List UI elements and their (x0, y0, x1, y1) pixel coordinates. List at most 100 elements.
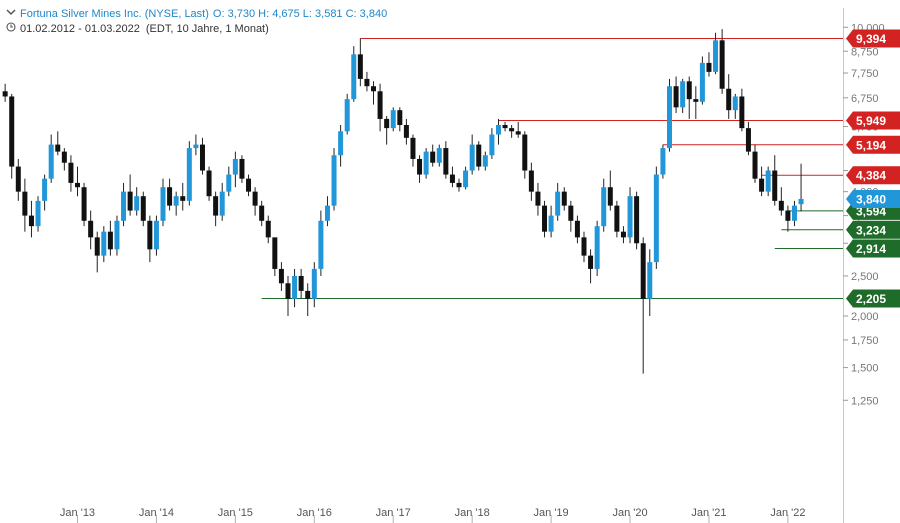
candle-body (351, 54, 357, 100)
candle (614, 200, 620, 238)
candle-body (75, 182, 80, 188)
level-tag: 5,194 (846, 135, 900, 154)
candle (199, 137, 205, 175)
candle-body (94, 237, 100, 256)
candle (121, 182, 127, 227)
candle (390, 107, 396, 132)
candle-body (219, 191, 225, 216)
candle-body (259, 205, 265, 221)
candle (147, 215, 153, 263)
chevron-down-icon[interactable] (6, 7, 16, 20)
candle-body (88, 220, 94, 238)
candle (55, 131, 61, 156)
candle (272, 237, 278, 276)
y-tick-label: 2,000 (851, 311, 879, 323)
candle-body (463, 170, 469, 188)
candle-body (417, 158, 423, 175)
candle (403, 118, 409, 145)
candle-body (785, 210, 791, 221)
candle-body (101, 231, 107, 256)
candle-body (298, 275, 304, 291)
candle-body (338, 131, 344, 156)
level-tag-shape (846, 289, 900, 308)
candle-body (423, 151, 429, 175)
candle (640, 237, 646, 374)
candle-body (285, 283, 291, 299)
candle (134, 187, 140, 216)
candle (410, 134, 416, 167)
y-tick-label: 6,750 (851, 93, 879, 105)
candle-body (134, 196, 140, 211)
candle (574, 215, 580, 244)
candle-body (456, 182, 462, 188)
candle (476, 141, 482, 171)
candle (173, 191, 179, 216)
candle-body (640, 243, 646, 299)
candle (206, 166, 212, 201)
x-tick-label: Jan '19 (534, 507, 569, 519)
level-tag-text: 2,914 (856, 242, 886, 256)
candle (384, 115, 390, 145)
candle (607, 170, 613, 211)
candle-body (403, 125, 409, 138)
candle-body (449, 174, 455, 183)
candle-body (206, 170, 212, 197)
candle (324, 196, 330, 227)
candle-body (673, 86, 679, 108)
candle (581, 231, 587, 263)
candle-body (35, 200, 41, 227)
candle (489, 128, 495, 159)
candle (482, 151, 488, 171)
candle-body (601, 187, 607, 227)
candle (193, 134, 199, 156)
candle (2, 83, 8, 102)
x-tick-label: Jan '22 (770, 507, 805, 519)
level-tag: 2,205 (846, 289, 900, 308)
candle (232, 151, 238, 188)
candle-body (686, 81, 692, 100)
candle (443, 141, 449, 179)
y-tick-label: 1,500 (851, 363, 879, 375)
candle-body (246, 178, 252, 192)
candle-body (318, 220, 324, 269)
level-tag-shape (846, 166, 900, 185)
candle (528, 162, 534, 201)
candle-body (9, 96, 15, 167)
candle (259, 200, 265, 227)
candles (2, 29, 804, 374)
candle-body (752, 151, 758, 179)
candle-body (272, 237, 278, 269)
candle (48, 134, 54, 183)
candle-body (397, 110, 403, 126)
candle (680, 78, 686, 114)
level-tag-shape (846, 135, 900, 154)
candle (344, 93, 350, 135)
candle-body (42, 178, 48, 201)
candle-body (180, 196, 186, 201)
candle (601, 178, 607, 232)
candle-body (226, 174, 232, 192)
candle (726, 74, 732, 119)
candle (436, 144, 442, 167)
candle (9, 93, 15, 179)
candle-body (719, 40, 725, 89)
candle (719, 29, 725, 94)
candle (423, 148, 429, 179)
candle (107, 220, 113, 256)
candle-body (522, 134, 528, 171)
candle (298, 268, 304, 299)
candle-body (140, 196, 146, 221)
instrument-title[interactable]: Fortuna Silver Mines Inc. (NYSE, Last) (20, 7, 209, 20)
candle-body (647, 262, 653, 299)
candle (278, 262, 284, 291)
x-tick-label: Jan '16 (297, 507, 332, 519)
candle-body (371, 86, 377, 92)
candle-body (114, 220, 120, 250)
candle-body (778, 200, 784, 211)
candle (667, 78, 673, 152)
candle (772, 155, 778, 206)
x-tick-label: Jan '17 (376, 507, 411, 519)
x-tick-label: Jan '20 (612, 507, 647, 519)
candle (693, 86, 699, 119)
